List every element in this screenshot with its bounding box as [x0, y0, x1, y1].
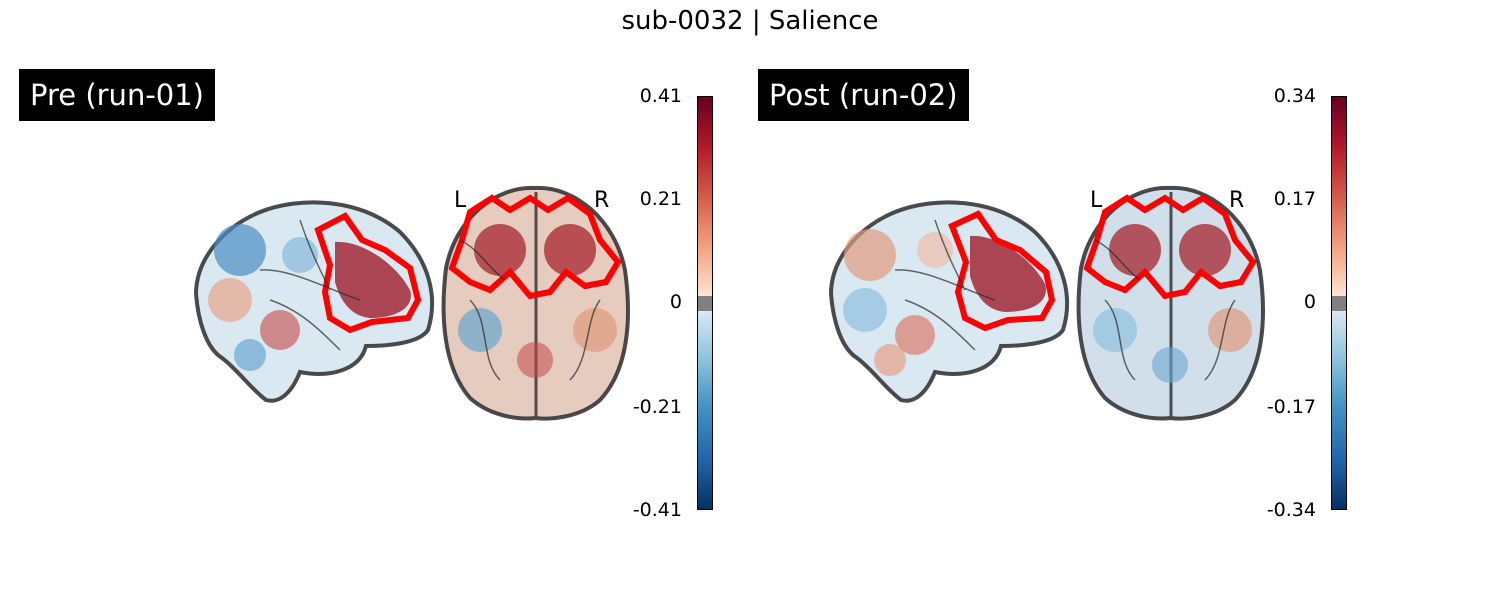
colorbar-pre-tick: -0.21 — [632, 396, 682, 418]
orientation-left-pre: L — [454, 188, 467, 213]
colorbar-pre — [697, 96, 713, 510]
colorbar-pre-tick: 0 — [669, 291, 682, 313]
colorbar-post-tick: 0.34 — [1273, 85, 1316, 107]
axial-view-post — [1076, 185, 1265, 421]
colorbar-post — [1331, 96, 1347, 510]
axial-view-pre — [441, 185, 630, 421]
colorbar-pre-tick: 0.21 — [639, 188, 682, 210]
colorbar-pre-tick: -0.41 — [632, 499, 682, 521]
orientation-right-post: R — [1229, 188, 1245, 213]
colorbar-post-tick: -0.17 — [1266, 396, 1316, 418]
orientation-right-pre: R — [594, 188, 610, 213]
colorbar-post-tick: 0 — [1303, 291, 1316, 313]
orientation-left-post: L — [1090, 188, 1103, 213]
colorbar-pre-tick: 0.41 — [639, 85, 682, 107]
sagittal-view-post — [828, 200, 1070, 403]
figure-title: sub-0032 | Salience — [621, 6, 879, 36]
sagittal-view-pre — [193, 200, 435, 403]
colorbar-post-tick: -0.34 — [1266, 499, 1316, 521]
panel-label-post: Post (run-02) — [758, 69, 969, 121]
colorbar-post-tick: 0.17 — [1273, 188, 1316, 210]
panel-label-pre: Pre (run-01) — [19, 69, 215, 121]
